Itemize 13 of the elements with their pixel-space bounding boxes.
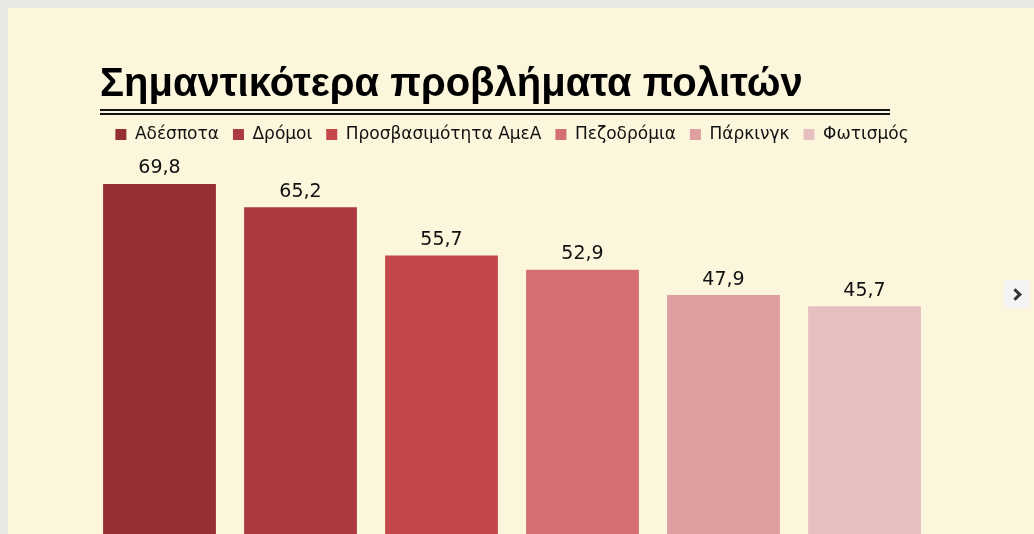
data-label: 52,9	[561, 241, 604, 264]
legend-label: Αδέσποτα	[134, 122, 219, 143]
legend-label: Πεζοδρόμια	[574, 122, 676, 143]
legend-label: Δρόμοι	[252, 122, 313, 143]
legend-label: Προσβασιμότητα ΑμεΑ	[345, 122, 542, 143]
legend-label: Φωτισμός	[823, 122, 909, 143]
data-label: 69,8	[138, 155, 181, 178]
data-label: 47,9	[702, 266, 745, 289]
data-label: 55,7	[420, 226, 463, 249]
data-label: 45,7	[843, 277, 886, 300]
legend-label: Πάρκινγκ	[709, 122, 790, 143]
data-label: 65,2	[279, 178, 322, 201]
chart-title: Σημαντικότερα προβλήματα πολιτών	[100, 60, 890, 115]
